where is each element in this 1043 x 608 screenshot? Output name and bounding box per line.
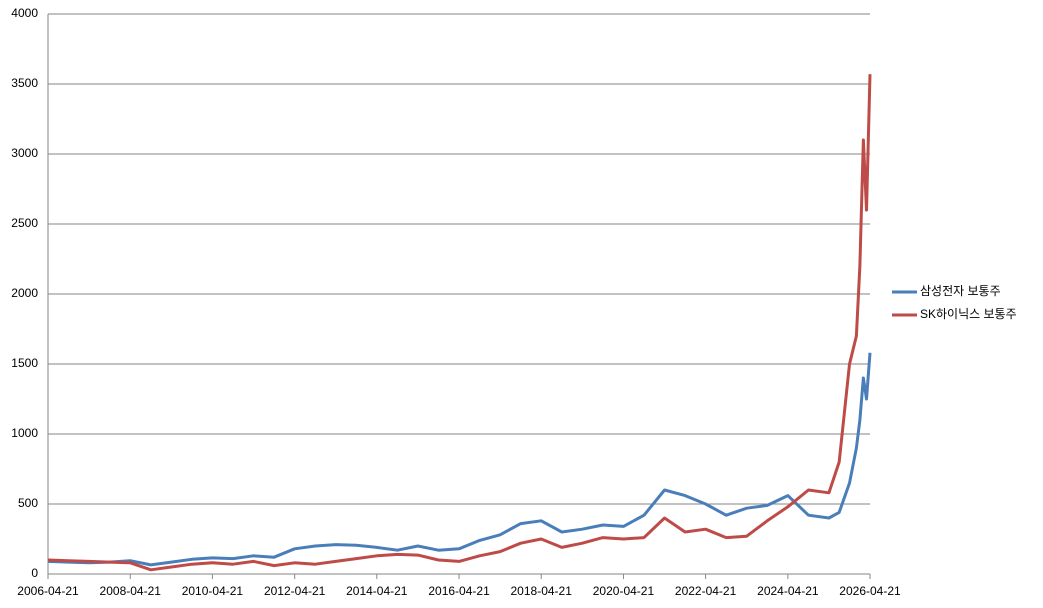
y-tick-label: 4000 (11, 6, 38, 20)
x-tick-label: 2014-04-21 (346, 584, 408, 598)
x-tick-label: 2022-04-21 (675, 584, 737, 598)
data-line (47, 74, 872, 572)
y-tick-label: 1500 (11, 356, 38, 370)
x-tick-label: 2016-04-21 (428, 584, 490, 598)
x-tick-label: 2018-04-21 (511, 584, 573, 598)
x-tick-label: 2006-04-21 (17, 584, 79, 598)
x-tick-label: 2024-04-21 (757, 584, 819, 598)
x-tick-label: 2010-04-21 (182, 584, 244, 598)
y-tick-label: 3500 (11, 76, 38, 90)
x-tick-label: 2008-04-21 (100, 584, 162, 598)
y-tick-label: 1000 (11, 426, 38, 440)
x-tick-label: 2012-04-21 (264, 584, 326, 598)
y-tick-label: 500 (18, 496, 38, 510)
y-tick-label: 2000 (11, 286, 38, 300)
data-line (47, 352, 872, 567)
legend-label: SK하이닉스 보통주 (920, 307, 1017, 321)
legend-label: 삼성전자 보통주 (920, 284, 1001, 298)
x-tick-label: 2020-04-21 (593, 584, 655, 598)
y-tick-label: 0 (31, 566, 38, 580)
y-tick-label: 3000 (11, 146, 38, 160)
y-tick-label: 2500 (11, 216, 38, 230)
x-tick-label: 2026-04-21 (839, 584, 901, 598)
